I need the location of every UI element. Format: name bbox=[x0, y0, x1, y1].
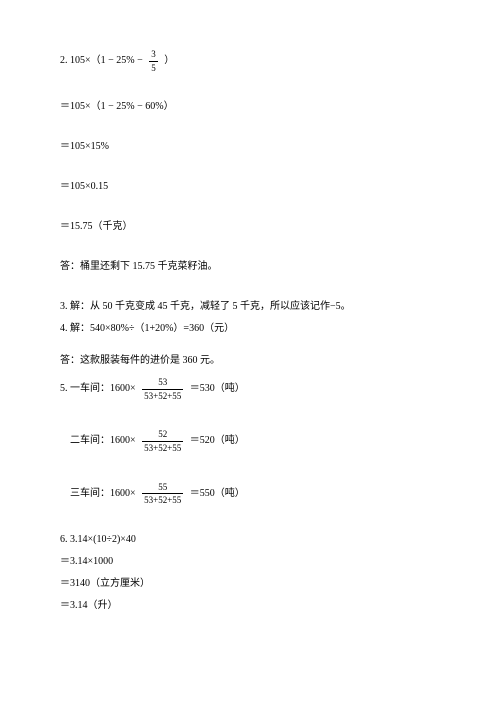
text-segment: ＝550（吨） bbox=[190, 488, 245, 499]
problem-6-line-1: 6. 3.14×(10÷2)×40 bbox=[60, 533, 440, 547]
document-content: 2. 105×（1 − 25% − 3 5 ） ＝105×（1 − 25% − … bbox=[60, 48, 440, 613]
text-segment: ＝530（吨） bbox=[190, 383, 245, 394]
numerator: 53 bbox=[142, 376, 183, 390]
problem-6-line-3: ＝3140（立方厘米） bbox=[60, 577, 440, 591]
problem-2-line-2: ＝105×（1 − 25% − 60%） bbox=[60, 100, 440, 114]
problem-5-line-3: 三车间：1600× 55 53+52+55 ＝550（吨） bbox=[60, 481, 440, 507]
numerator: 55 bbox=[142, 481, 183, 495]
problem-2-answer: 答：桶里还剩下 15.75 千克菜籽油。 bbox=[60, 260, 440, 274]
text-segment: ） bbox=[164, 55, 174, 66]
denominator: 5 bbox=[149, 62, 158, 75]
problem-4-answer: 答：这款服装每件的进价是 360 元。 bbox=[60, 354, 440, 368]
numerator: 3 bbox=[149, 48, 158, 62]
fraction-3-5: 3 5 bbox=[149, 48, 158, 74]
text-segment: 二车间：1600× bbox=[70, 435, 136, 446]
problem-6-line-4: ＝3.14（升） bbox=[60, 599, 440, 613]
text-segment: ＝520（吨） bbox=[190, 435, 245, 446]
problem-2-line-3: ＝105×15% bbox=[60, 140, 440, 154]
text-segment: 2. 105×（1 − 25% − bbox=[60, 55, 143, 66]
numerator: 52 bbox=[142, 428, 183, 442]
denominator: 53+52+55 bbox=[142, 390, 183, 403]
problem-5-line-2: 二车间：1600× 52 53+52+55 ＝520（吨） bbox=[60, 428, 440, 454]
denominator: 53+52+55 bbox=[142, 442, 183, 455]
problem-2-line-5: ＝15.75（千克） bbox=[60, 220, 440, 234]
problem-5-line-1: 5. 一车间：1600× 53 53+52+55 ＝530（吨） bbox=[60, 376, 440, 402]
problem-4: 4. 解：540×80%÷（1+20%）=360（元） bbox=[60, 322, 440, 336]
fraction-55: 55 53+52+55 bbox=[142, 481, 183, 507]
problem-2-line-1: 2. 105×（1 − 25% − 3 5 ） bbox=[60, 48, 440, 74]
problem-3: 3. 解：从 50 千克变成 45 千克，减轻了 5 千克，所以应该记作−5。 bbox=[60, 300, 440, 314]
problem-2-line-4: ＝105×0.15 bbox=[60, 180, 440, 194]
fraction-52: 52 53+52+55 bbox=[142, 428, 183, 454]
problem-6-line-2: ＝3.14×1000 bbox=[60, 555, 440, 569]
fraction-53: 53 53+52+55 bbox=[142, 376, 183, 402]
text-segment: 5. 一车间：1600× bbox=[60, 383, 136, 394]
text-segment: 三车间：1600× bbox=[70, 488, 136, 499]
denominator: 53+52+55 bbox=[142, 494, 183, 507]
